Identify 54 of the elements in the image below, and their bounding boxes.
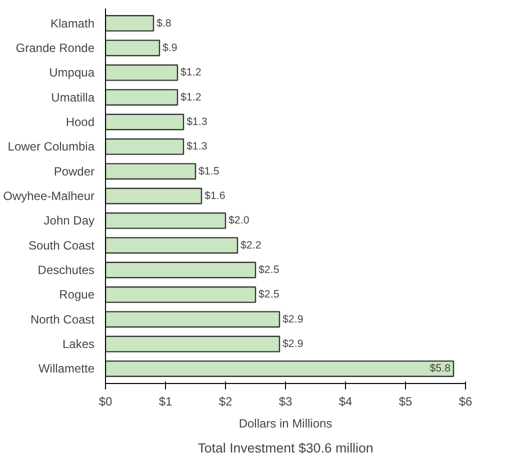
x-tick-label: $6 <box>458 394 472 408</box>
bar <box>106 15 154 32</box>
data-label: $.9 <box>162 42 178 54</box>
y-tick-label: Grande Ronde <box>16 40 95 55</box>
y-tick-label: Umatilla <box>51 90 95 104</box>
bar <box>106 262 256 278</box>
data-label: $1.3 <box>186 116 208 128</box>
y-tick-label: Lower Columbia <box>8 140 95 154</box>
data-label: $1.2 <box>180 91 202 104</box>
data-label: $2.5 <box>258 264 280 276</box>
bar <box>106 237 238 254</box>
bar <box>106 138 184 155</box>
text: Total Investment $30.6 million <box>198 440 374 456</box>
x-tick-label: $3 <box>278 394 292 408</box>
y-tick-label: North Coast <box>30 312 96 326</box>
y-tick-label: Klamath <box>50 16 95 30</box>
x-tick-label: $2 <box>218 394 232 408</box>
x-tick-label: $4 <box>338 394 352 408</box>
bar <box>106 286 256 303</box>
bar <box>106 188 202 204</box>
x-axis-title: Dollars in Millions <box>238 416 332 430</box>
bar <box>106 114 184 130</box>
bar <box>106 360 454 377</box>
bar <box>106 212 226 229</box>
x-tick-label: $1 <box>158 394 172 408</box>
y-tick-label: Willamette <box>38 362 95 376</box>
y-tick-label: Lakes <box>62 337 95 352</box>
y-tick-label: Hood <box>66 114 94 129</box>
x-tick-label: $5 <box>398 394 412 408</box>
data-label: $1.3 <box>186 140 208 153</box>
bar <box>106 40 160 56</box>
bar <box>106 336 280 352</box>
data-label: $2.9 <box>282 313 304 326</box>
data-label: $1.5 <box>198 165 220 178</box>
data-label: $1.6 <box>204 190 226 202</box>
data-label: $2.2 <box>240 239 262 252</box>
y-tick-label: Rogue <box>59 288 95 302</box>
data-label: $.8 <box>156 17 172 30</box>
y-tick-label: Umpqua <box>49 66 95 80</box>
data-label: $2.0 <box>228 214 250 227</box>
bar <box>106 64 178 81</box>
x-tick-label: $0 <box>98 394 112 408</box>
y-tick-label: John Day <box>44 214 95 228</box>
bar <box>106 311 280 328</box>
bar <box>106 163 196 180</box>
bar <box>106 89 178 106</box>
y-tick-label: Powder <box>54 164 95 178</box>
data-label: $2.9 <box>282 338 304 350</box>
data-label: $5.8 <box>430 362 451 375</box>
data-label: $2.5 <box>258 288 280 301</box>
y-tick-label: South Coast <box>28 238 96 252</box>
y-tick-label: Owyhee-Malheur <box>3 189 95 203</box>
y-tick-label: Deschutes <box>38 263 95 278</box>
data-label: $1.2 <box>180 66 202 79</box>
